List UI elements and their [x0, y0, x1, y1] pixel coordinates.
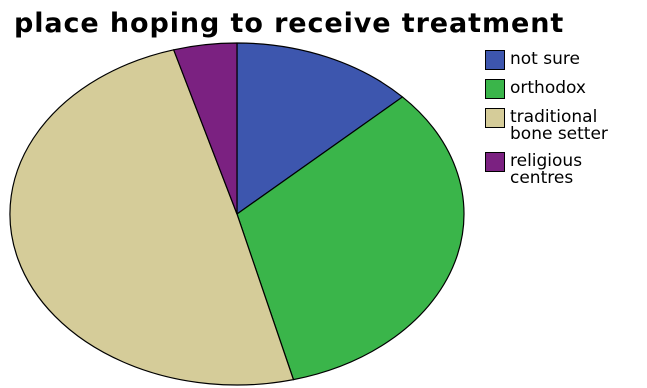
legend-swatch	[485, 79, 505, 99]
chart-title: place hoping to receive treatment	[14, 8, 565, 39]
pie-slice-orthodox	[236, 96, 465, 381]
legend-swatch	[485, 152, 505, 172]
legend-item-not-sure: not sure	[485, 49, 647, 70]
legend-label: orthodox	[510, 78, 586, 98]
pie-slice-not-sure	[236, 42, 404, 215]
legend-swatch	[485, 50, 505, 70]
pie-slices	[9, 42, 465, 386]
legend-label: religious centres	[510, 151, 583, 188]
legend-item-traditional-bone-setter: traditional bone setter	[485, 107, 647, 143]
legend-item-orthodox: orthodox	[485, 78, 647, 99]
legend-label: not sure	[510, 49, 580, 69]
pie-slice-traditional-bone-setter	[9, 49, 295, 386]
pie-slice-religious-centres	[173, 42, 238, 215]
legend: not sure orthodox traditional bone setter r…	[485, 49, 647, 195]
legend-item-religious-centres: religious centres	[485, 151, 647, 187]
legend-swatch	[485, 108, 505, 128]
legend-label: traditional bone setter	[510, 107, 608, 144]
